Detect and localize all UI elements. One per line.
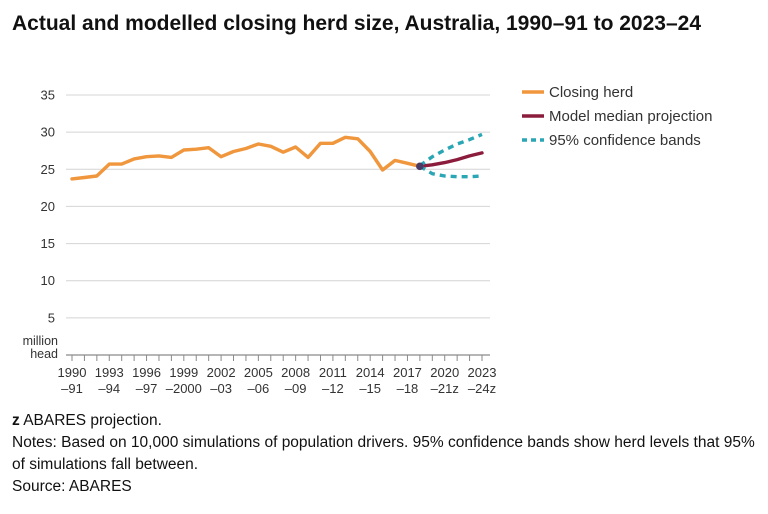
methodology-note: Notes: Based on 10,000 simulations of po… xyxy=(12,434,755,473)
chart-title: Actual and modelled closing herd size, A… xyxy=(12,12,702,35)
x-tick-label: 2017 xyxy=(393,365,422,380)
projection-note-text: ABARES projection. xyxy=(19,412,162,429)
x-tick-label: –97 xyxy=(136,381,158,396)
x-tick-label: 2020 xyxy=(430,365,459,380)
y-axis-unit-label: head xyxy=(30,347,58,361)
legend-label-closing-herd: Closing herd xyxy=(549,84,633,101)
projection-note: z ABARES projection. xyxy=(12,410,757,432)
data-series xyxy=(70,132,484,181)
x-tick-label: –94 xyxy=(98,381,120,396)
y-tick-label: 5 xyxy=(48,310,55,325)
95-confidence-bands-line xyxy=(418,132,483,167)
x-tick-label: –24z xyxy=(468,381,496,396)
x-tick-label: 1990 xyxy=(58,365,87,380)
95-confidence-bands-line xyxy=(419,164,483,179)
model-median-projection-line xyxy=(418,151,484,169)
x-tick-label: –21z xyxy=(431,381,459,396)
y-tick-label: 25 xyxy=(41,162,55,177)
x-tick-label: 2008 xyxy=(281,365,310,380)
x-tick-label: 2023 xyxy=(468,365,497,380)
x-tick-label: 1993 xyxy=(95,365,124,380)
x-tick-label: 2011 xyxy=(319,365,347,380)
x-tick-label: –06 xyxy=(248,381,270,396)
x-tick-label: 1999 xyxy=(169,365,198,380)
x-tick-label: –09 xyxy=(285,381,307,396)
legend-label-model-median-projection: Model median projection xyxy=(549,108,712,125)
x-axis: 1990–91 1993–94 1996–97 1999–2000 2002–03 200… xyxy=(58,354,497,396)
legend: Closing herd Model median projection 95% c… xyxy=(522,84,712,149)
x-tick-label: 2014 xyxy=(356,365,385,380)
y-tick-label: 15 xyxy=(41,236,55,251)
footnotes: z ABARES projection. Notes: Based on 10,… xyxy=(12,410,757,498)
x-tick-label: –18 xyxy=(397,381,419,396)
x-tick-label: 2005 xyxy=(244,365,273,380)
x-tick-label: –15 xyxy=(359,381,381,396)
y-axis-unit-label: million xyxy=(23,334,58,348)
y-tick-label: 35 xyxy=(41,88,55,103)
x-tick-label: 1996 xyxy=(132,365,161,380)
y-tick-label: 30 xyxy=(41,125,55,140)
x-tick-label: –91 xyxy=(61,381,83,396)
source-note: Source: ABARES xyxy=(12,478,132,495)
x-tick-label: –2000 xyxy=(166,381,202,396)
projection-start-point xyxy=(416,162,424,171)
y-tick-label: 20 xyxy=(41,199,55,214)
line-chart: 1990–91 1993–94 1996–97 1999–2000 2002–03 200… xyxy=(23,84,713,396)
x-tick-label: –12 xyxy=(322,381,344,396)
closing-herd-line xyxy=(70,135,422,181)
x-tick-label: –03 xyxy=(210,381,232,396)
x-tick-label: 2002 xyxy=(207,365,236,380)
legend-label-95-confidence-bands: 95% confidence bands xyxy=(549,132,701,149)
y-tick-label: 10 xyxy=(41,273,55,288)
gridlines xyxy=(66,94,490,319)
projection-marker: z xyxy=(12,412,20,429)
